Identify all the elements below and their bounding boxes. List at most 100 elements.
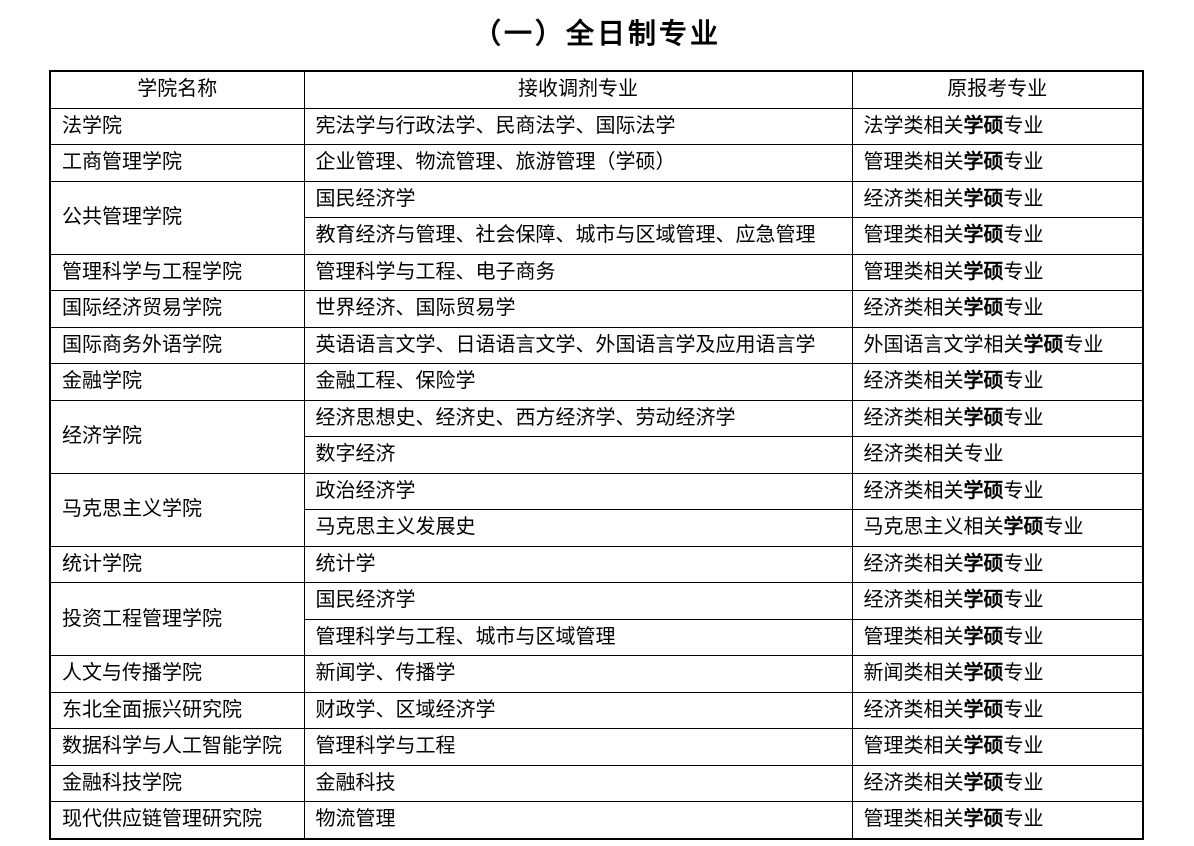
college-name-cell: 金融科技学院: [49, 764, 305, 802]
college-name-cell: 公共管理学院: [49, 180, 305, 255]
original-major-suffix: 专业: [1003, 662, 1044, 685]
accepted-majors-cell: 物流管理: [303, 801, 853, 839]
accepted-majors-cell: 统计学: [303, 545, 853, 583]
original-major-suffix: 专业: [1003, 698, 1044, 721]
original-major-cell: 管理类相关学硕专业: [851, 801, 1144, 839]
bold-emphasis-text: 学硕: [963, 479, 1004, 502]
college-name-cell: 工商管理学院: [49, 144, 305, 182]
table-row: 统计学院 统计学 经济类相关学硕专业: [49, 545, 1144, 583]
accepted-majors-cell: 企业管理、物流管理、旅游管理（学硕）: [303, 144, 853, 182]
bold-emphasis-text: 学硕: [963, 224, 1004, 247]
accepted-majors-cell: 金融科技: [303, 764, 853, 802]
original-major-text: 经济类相关专业: [863, 443, 1004, 466]
original-major-suffix: 专业: [1003, 808, 1044, 831]
original-major-suffix: 专业: [1043, 516, 1084, 539]
college-name-cell: 经济学院: [49, 399, 305, 474]
table-row: 工商管理学院 企业管理、物流管理、旅游管理（学硕） 管理类相关学硕专业: [49, 144, 1144, 182]
table-row: 金融学院 金融工程、保险学 经济类相关学硕专业: [49, 363, 1144, 401]
original-major-cell: 经济类相关学硕专业: [851, 290, 1144, 328]
bold-emphasis-text: 学硕: [963, 808, 1004, 831]
accepted-majors-cell: 数字经济: [303, 436, 853, 474]
accepted-majors-cell: 教育经济与管理、社会保障、城市与区域管理、应急管理: [303, 217, 853, 255]
original-major-cell: 新闻类相关学硕专业: [851, 655, 1144, 693]
table-row: 数字经济 经济类相关专业: [50, 436, 1144, 474]
original-major-text: 管理类相关: [863, 260, 964, 283]
college-name-cell: 金融学院: [49, 363, 305, 401]
accepted-majors-cell: 宪法学与行政法学、民商法学、国际法学: [303, 107, 853, 145]
bold-emphasis-text: 学硕: [963, 771, 1004, 794]
college-name-cell: 法学院: [49, 107, 305, 145]
original-major-text: 管理类相关: [863, 151, 964, 174]
original-major-text: 经济类相关: [863, 771, 964, 794]
accepted-majors-cell: 管理科学与工程: [303, 728, 853, 766]
table-row: 法学院 宪法学与行政法学、民商法学、国际法学 法学类相关学硕专业: [49, 107, 1144, 145]
bold-emphasis-text: 学硕: [963, 552, 1004, 575]
header-college-name: 学院名称: [49, 70, 305, 109]
bold-emphasis-text: 学硕: [963, 260, 1004, 283]
bold-emphasis-text: 学硕: [963, 735, 1004, 758]
bold-emphasis-text: 学硕: [963, 187, 1004, 210]
college-name-cell: 投资工程管理学院: [49, 582, 305, 656]
original-major-cell: 经济类相关学硕专业: [851, 545, 1144, 583]
original-major-suffix: 专业: [1003, 589, 1044, 612]
original-major-text: 外国语言文学相关: [863, 333, 1024, 356]
original-major-text: 新闻类相关: [863, 662, 964, 685]
table-row: 教育经济与管理、社会保障、城市与区域管理、应急管理 管理类相关学硕专业: [50, 217, 1144, 255]
original-major-text: 管理类相关: [863, 735, 964, 758]
table-row: 国际商务外语学院 英语语言文学、日语语言文学、外国语言学及应用语言学 外国语言文学相…: [49, 326, 1144, 364]
accepted-majors-cell: 英语语言文学、日语语言文学、外国语言学及应用语言学: [303, 326, 853, 364]
bold-emphasis-text: 学硕: [963, 625, 1004, 648]
accepted-majors-cell: 管理科学与工程、电子商务: [303, 253, 853, 291]
table-row: 管理科学与工程学院 管理科学与工程、电子商务 管理类相关学硕专业: [49, 253, 1144, 291]
accepted-majors-cell: 金融工程、保险学: [303, 363, 853, 401]
original-major-text: 管理类相关: [863, 224, 964, 247]
original-major-suffix: 专业: [1003, 151, 1044, 174]
original-major-cell: 管理类相关学硕专业: [851, 728, 1144, 766]
header-row: 学院名称 接收调剂专业 原报考专业: [49, 70, 1144, 109]
accepted-majors-cell: 国民经济学: [303, 180, 853, 218]
college-name-cell: 国际经济贸易学院: [49, 290, 305, 328]
accepted-majors-cell: 国民经济学: [303, 582, 853, 620]
accepted-majors-cell: 财政学、区域经济学: [303, 691, 853, 729]
accepted-majors-cell: 马克思主义发展史: [303, 509, 853, 547]
table-row: 马克思主义发展史 马克思主义相关学硕专业: [50, 509, 1144, 547]
bold-emphasis-text: 学硕: [963, 589, 1004, 612]
college-name-cell: 统计学院: [49, 545, 305, 583]
original-major-text: 经济类相关: [863, 297, 964, 320]
bold-emphasis-text: 学硕: [963, 297, 1004, 320]
table-body: 法学院 宪法学与行政法学、民商法学、国际法学 法学类相关学硕专业 工商管理学院 企业管理…: [49, 107, 1144, 839]
original-major-suffix: 专业: [1003, 370, 1044, 393]
table-row: 东北全面振兴研究院 财政学、区域经济学 经济类相关学硕专业: [49, 691, 1144, 729]
original-major-suffix: 专业: [1003, 114, 1044, 137]
college-name-cell: 东北全面振兴研究院: [49, 691, 305, 729]
original-major-cell: 管理类相关学硕专业: [851, 144, 1144, 182]
table-header: 学院名称 接收调剂专业 原报考专业: [49, 70, 1144, 109]
original-major-cell: 经济类相关学硕专业: [851, 180, 1144, 218]
accepted-majors-cell: 新闻学、传播学: [303, 655, 853, 693]
bold-emphasis-text: 学硕: [1003, 516, 1044, 539]
accepted-majors-cell: 世界经济、国际贸易学: [303, 290, 853, 328]
original-major-cell: 经济类相关学硕专业: [851, 764, 1144, 802]
original-major-suffix: 专业: [1003, 224, 1044, 247]
original-major-suffix: 专业: [1003, 771, 1044, 794]
bold-emphasis-text: 学硕: [1023, 333, 1064, 356]
table-row: 投资工程管理学院 国民经济学 经济类相关学硕专业: [49, 582, 1144, 656]
original-major-text: 经济类相关: [863, 589, 964, 612]
original-major-suffix: 专业: [1003, 406, 1044, 429]
original-major-text: 经济类相关: [863, 552, 964, 575]
accepted-majors-cell: 管理科学与工程、城市与区域管理: [303, 618, 853, 656]
college-name-cell: 马克思主义学院: [49, 472, 305, 547]
original-major-text: 经济类相关: [863, 698, 964, 721]
original-major-cell: 经济类相关专业: [851, 436, 1144, 474]
table-row: 管理科学与工程、城市与区域管理 管理类相关学硕专业: [50, 618, 1144, 656]
college-name-cell: 管理科学与工程学院: [49, 253, 305, 291]
college-name-cell: 现代供应链管理研究院: [49, 801, 305, 839]
table-row: 人文与传播学院 新闻学、传播学 新闻类相关学硕专业: [49, 655, 1144, 693]
bold-emphasis-text: 学硕: [963, 662, 1004, 685]
original-major-cell: 管理类相关学硕专业: [851, 253, 1144, 291]
transfer-majors-table: 学院名称 接收调剂专业 原报考专业 法学院 宪法学与行政法学、民商法学、国际法学法…: [49, 70, 1144, 840]
original-major-suffix: 专业: [1003, 187, 1044, 210]
original-major-text: 经济类相关: [863, 406, 964, 429]
table-row: 马克思主义学院 政治经济学 经济类相关学硕专业: [49, 472, 1144, 547]
bold-emphasis-text: 学硕: [963, 370, 1004, 393]
